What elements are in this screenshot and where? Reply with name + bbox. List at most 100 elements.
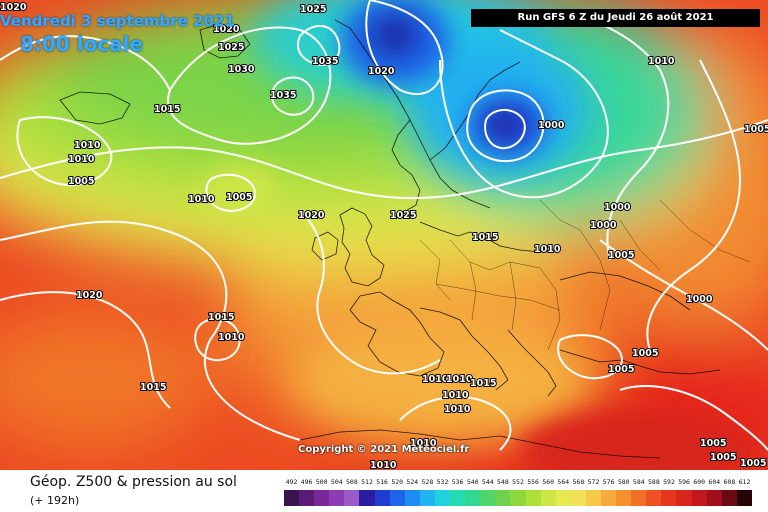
isobar-label: 1005 (740, 458, 766, 469)
scale-tick-label: 544 (481, 478, 494, 486)
scale-swatch (314, 490, 330, 506)
scale-swatch (359, 490, 375, 506)
scale-tick-label: 580 (617, 478, 630, 486)
scale-swatch (374, 490, 390, 506)
scale-tick-label: 592 (663, 478, 675, 486)
scale-tick-label: 608 (723, 478, 736, 486)
legend-footer: Géop. Z500 & pression au sol (+ 192h) 49… (0, 470, 768, 512)
scale-swatch (646, 490, 662, 506)
copyright-notice: Copyright © 2021 Meteociel.fr (298, 444, 470, 455)
scale-tick-label: 588 (648, 478, 660, 486)
legend-title: Géop. Z500 & pression au sol (30, 474, 237, 490)
isobar-label: 1020 (213, 24, 240, 35)
isobar-label: 1025 (390, 210, 416, 221)
scale-swatch (465, 490, 481, 506)
scale-tick-label: 584 (632, 478, 645, 486)
scale-swatch (540, 490, 556, 506)
isobar-label: 1005 (68, 176, 94, 187)
isobar-label: 1010 (218, 332, 245, 343)
scale-swatch (329, 490, 345, 506)
isobar-label: 1020 (368, 66, 395, 77)
color-scale: 492 496 500 504 508 512 516 520 524 528 532 536 540 5… (284, 478, 752, 506)
isobar-label: 1010 (444, 404, 471, 415)
scale-tick-label: 492 (285, 478, 298, 486)
coastlines (59, 19, 721, 459)
scale-swatch (404, 490, 420, 506)
pressure-labels: 1025 1020 1025 1035 1035 1020 1030 1010 … (0, 1, 768, 470)
scale-tick-label: 500 (315, 478, 328, 486)
color-scale-swatches (284, 490, 752, 506)
isobar-label: 1035 (270, 90, 296, 101)
model-run-label: Run GFS 6 Z du Jeudi 26 août 2021 (471, 9, 760, 27)
isobar-label: 1005 (608, 364, 634, 375)
scale-swatch (616, 490, 632, 506)
scale-swatch (510, 490, 526, 506)
scale-tick-label: 596 (678, 478, 690, 486)
isobar-label: 1005 (710, 452, 736, 463)
isobar-label: 1010 (534, 244, 561, 255)
isobar-label: 1010 (410, 438, 437, 449)
isobar-label: 1030 (228, 64, 255, 75)
scale-tick-label: 516 (376, 478, 388, 486)
isobar-label: 1010 (74, 140, 101, 151)
isobar-label: 1010 (446, 374, 473, 385)
isobars (0, 0, 768, 451)
isobar-label: 1020 (76, 290, 103, 301)
scale-tick-label: 612 (738, 478, 751, 486)
isobar-label: 1000 (538, 120, 565, 131)
scale-tick-label: 532 (436, 478, 449, 486)
scale-swatch (525, 490, 541, 506)
isobar-label: 1005 (700, 438, 726, 449)
isobar-label: 1025 (300, 4, 326, 15)
scale-tick-label: 560 (542, 478, 555, 486)
scale-tick-label: 512 (361, 478, 373, 486)
scale-tick-label: 604 (708, 478, 721, 486)
isobar-label: 1015 (472, 232, 498, 243)
scale-swatch (450, 490, 466, 506)
scale-swatch (434, 490, 451, 506)
isobar-label: 1015 (208, 312, 234, 323)
isobar-label: 1010 (422, 374, 449, 385)
scale-tick-label: 564 (557, 478, 570, 486)
geopotential-field (0, 0, 768, 470)
isobar-label: 1000 (604, 202, 631, 213)
forecast-time: 8:00 locale (20, 32, 144, 56)
scale-tick-label: 540 (466, 478, 479, 486)
scale-tick-label: 572 (587, 478, 600, 486)
scale-tick-label: 548 (497, 478, 509, 486)
scale-swatch (389, 490, 405, 506)
scale-swatch (585, 490, 601, 506)
scale-swatch (721, 490, 737, 506)
scale-tick-label: 496 (300, 478, 313, 486)
isobar-label: 1000 (686, 294, 713, 305)
isobar-label: 1015 (140, 382, 166, 393)
isobar-label: 1000 (590, 220, 617, 231)
isobar-label: 1010 (68, 154, 95, 165)
scale-swatch (480, 490, 496, 506)
scale-tick-label: 556 (527, 478, 539, 486)
isobar-label: 1010 (370, 460, 397, 470)
legend-subtitle: (+ 192h) (30, 494, 80, 507)
isobar-label: 1005 (608, 250, 634, 261)
isobar-label: 1020 (0, 2, 27, 13)
isobar-label: 1010 (442, 390, 469, 401)
scale-swatch (600, 490, 617, 506)
scale-tick-label: 576 (602, 478, 615, 486)
scale-tick-label: 528 (421, 478, 434, 486)
scale-swatch (691, 490, 707, 506)
scale-tick-label: 600 (693, 478, 706, 486)
scale-swatch (661, 490, 677, 506)
scale-tick-label: 520 (391, 478, 404, 486)
country-borders (419, 199, 751, 351)
isobar-label: 1010 (648, 56, 675, 67)
scale-swatch (631, 490, 647, 506)
color-scale-ticks: 492 496 500 504 508 512 516 520 524 528 532 536 540 5… (284, 478, 752, 488)
isobar-label: 1005 (226, 192, 252, 203)
weather-map: 1025 1020 1025 1035 1035 1020 1030 1010 … (0, 0, 768, 470)
scale-tick-label: 508 (346, 478, 358, 486)
scale-swatch (736, 490, 752, 506)
scale-swatch (299, 490, 315, 506)
isobar-label: 1020 (298, 210, 325, 221)
scale-swatch (495, 490, 511, 506)
scale-swatch (570, 490, 586, 506)
